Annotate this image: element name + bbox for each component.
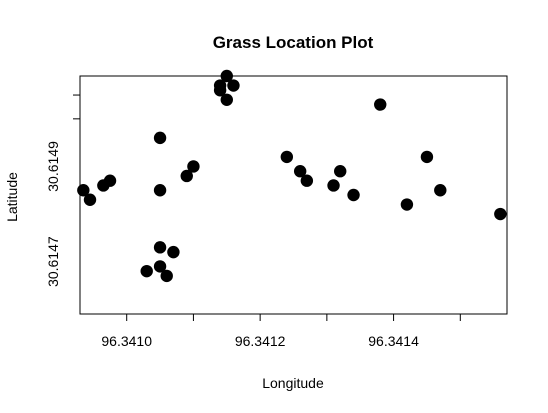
scatter-point bbox=[167, 245, 180, 259]
scatter-point bbox=[140, 264, 153, 278]
y-tick-label: 30.6149 bbox=[45, 141, 61, 192]
scatter-point bbox=[293, 165, 307, 178]
x-axis-label: Longitude bbox=[262, 375, 324, 391]
scatter-point bbox=[77, 184, 90, 197]
scatter-point bbox=[103, 174, 117, 187]
y-axis: 30.6149 30.6147 bbox=[45, 94, 81, 287]
scatter-point bbox=[180, 169, 193, 183]
y-tick-label: 30.6147 bbox=[45, 236, 61, 287]
scatter-point bbox=[153, 260, 167, 273]
scatter-point bbox=[327, 179, 340, 192]
scatter-point bbox=[334, 165, 347, 178]
x-tick-label: 96.3410 bbox=[101, 333, 152, 349]
scatter-point bbox=[153, 241, 167, 254]
data-points bbox=[77, 69, 507, 283]
scatter-point bbox=[227, 79, 240, 92]
scatter-point bbox=[300, 174, 314, 187]
scatter-point bbox=[374, 98, 387, 111]
scatter-point bbox=[434, 184, 447, 197]
scatter-point bbox=[153, 184, 167, 197]
scatter-point bbox=[280, 150, 294, 164]
x-tick-label: 96.3412 bbox=[235, 333, 286, 349]
scatter-point bbox=[213, 84, 227, 97]
scatter-point bbox=[400, 198, 414, 211]
scatter-point bbox=[187, 160, 200, 173]
scatter-point bbox=[347, 188, 360, 202]
chart-title: Grass Location Plot bbox=[213, 33, 374, 52]
scatter-point bbox=[160, 269, 173, 283]
scatter-point bbox=[153, 131, 167, 145]
x-tick-label: 96.3414 bbox=[368, 333, 419, 349]
y-axis-label: Latitude bbox=[4, 172, 20, 222]
x-axis: 96.3410 96.3412 96.3414 bbox=[101, 313, 461, 349]
scatter-point bbox=[420, 150, 434, 164]
scatter-point bbox=[220, 69, 233, 83]
scatter-point bbox=[494, 207, 507, 221]
scatter-point bbox=[220, 93, 233, 107]
scatter-point bbox=[83, 193, 97, 206]
